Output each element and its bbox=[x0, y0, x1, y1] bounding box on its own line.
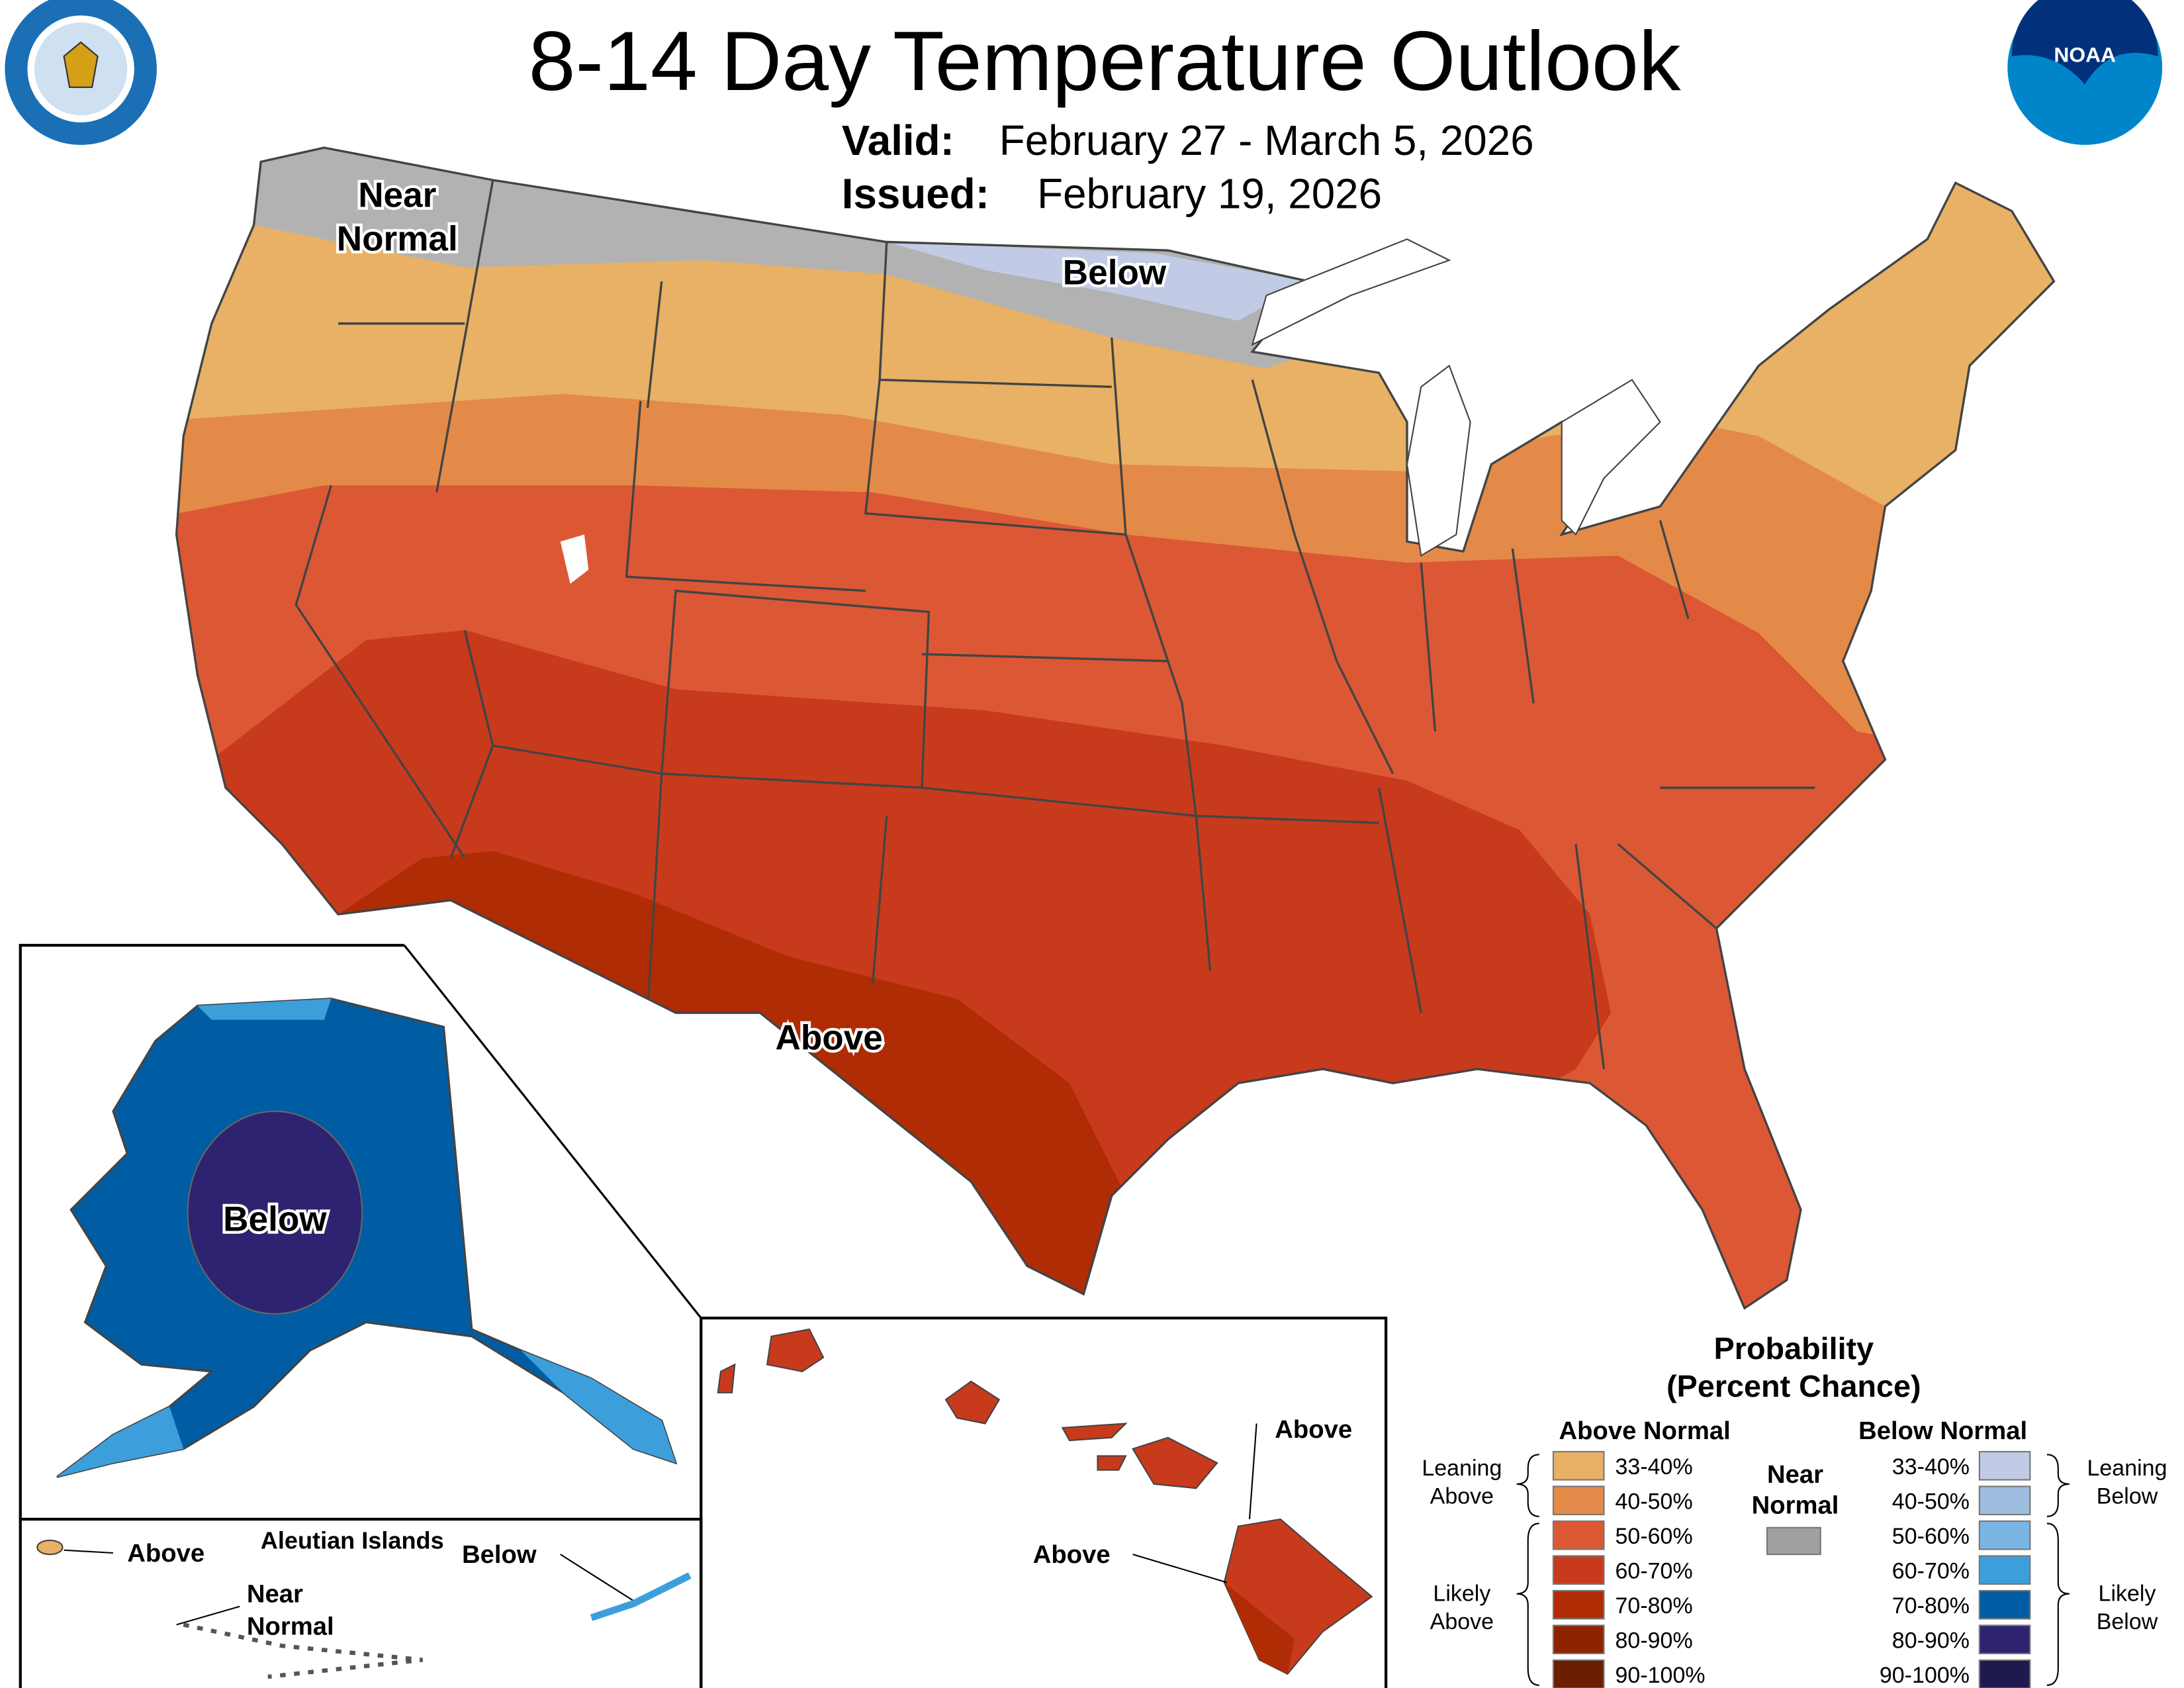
legend-below-swatch bbox=[1978, 1624, 2031, 1654]
legend-below-items: 33-40% 40-50% 50-60% 60-70% 70-80% 80-90% 90-1… bbox=[1880, 1450, 2031, 1688]
legend-below-range: 33-40% bbox=[1892, 1454, 1970, 1479]
page-title: 8-14 Day Temperature Outlook bbox=[529, 15, 1681, 109]
legend-above-swatch bbox=[1552, 1555, 1605, 1585]
legend-leaning-below-2: Below bbox=[2097, 1484, 2158, 1509]
legend-title-2: (Percent Chance) bbox=[1666, 1369, 1921, 1403]
legend-below-swatch bbox=[1978, 1450, 2031, 1481]
label-alaska-below: Below bbox=[223, 1199, 327, 1239]
aleutian-inset: Aleutian Islands Above Near Normal Below bbox=[19, 1517, 703, 1688]
legend-below-range: 80-90% bbox=[1892, 1628, 1970, 1653]
legend-title-1: Probability bbox=[1714, 1331, 1874, 1366]
noaa-logo: NOAA bbox=[2007, 0, 2163, 145]
aleutian-near-2: Normal bbox=[247, 1612, 334, 1640]
issued-date: February 19, 2026 bbox=[1037, 170, 1382, 218]
issued-label: Issued: bbox=[842, 170, 989, 218]
legend-below-range: 90-100% bbox=[1880, 1663, 1970, 1688]
legend-likely-below-1: Likely bbox=[2099, 1581, 2156, 1606]
legend-below-header: Below Normal bbox=[1858, 1417, 2027, 1445]
legend: Probability (Percent Chance) Above Norma… bbox=[1422, 1331, 2167, 1688]
legend-above-range: 40-50% bbox=[1615, 1489, 1693, 1514]
legend-below-swatch bbox=[1978, 1555, 2031, 1585]
legend-above-items: 33-40% 40-50% 50-60% 60-70% 70-80% 80-90% 90-1… bbox=[1552, 1450, 1706, 1688]
label-near-normal-2: Normal bbox=[337, 219, 458, 258]
aleutian-near-1: Near bbox=[247, 1579, 303, 1608]
commerce-seal-logo bbox=[2, 0, 160, 148]
legend-below-swatch bbox=[1978, 1589, 2031, 1620]
legend-leaning-above-2: Above bbox=[1430, 1484, 1494, 1509]
legend-above-swatch bbox=[1552, 1520, 1605, 1550]
label-above: Above bbox=[775, 1018, 882, 1057]
lake-superior bbox=[1251, 238, 1451, 346]
lake-michigan bbox=[1406, 364, 1471, 557]
alaska-inset: Below bbox=[19, 943, 702, 1519]
hawaii-inset: Above Above bbox=[700, 1317, 1388, 1688]
legend-leaning-above-1: Leaning bbox=[1422, 1456, 1502, 1481]
legend-above-swatch bbox=[1552, 1624, 1605, 1654]
valid-label: Valid: bbox=[842, 117, 954, 164]
aleutian-above: Above bbox=[127, 1539, 205, 1568]
legend-below-range: 60-70% bbox=[1892, 1558, 1970, 1583]
conus-outline bbox=[175, 146, 2056, 1310]
legend-likely-above-1: Likely bbox=[1433, 1581, 1490, 1606]
legend-near-1: Near bbox=[1767, 1460, 1823, 1489]
hawaii-above-2: Above bbox=[1033, 1540, 1111, 1569]
lake-huron bbox=[1561, 379, 1661, 536]
legend-near-swatch bbox=[1766, 1526, 1821, 1556]
label-near-normal-1: Near bbox=[358, 175, 436, 214]
aleutian-title: Aleutian Islands bbox=[261, 1527, 444, 1554]
legend-below-swatch bbox=[1978, 1485, 2031, 1516]
legend-above-range: 50-60% bbox=[1615, 1524, 1693, 1549]
legend-below-swatch bbox=[1978, 1659, 2031, 1688]
aleutian-below: Below bbox=[462, 1540, 537, 1569]
legend-below-range: 40-50% bbox=[1892, 1489, 1970, 1514]
legend-above-range: 33-40% bbox=[1615, 1454, 1693, 1479]
legend-likely-below-2: Below bbox=[2097, 1609, 2158, 1634]
legend-above-range: 80-90% bbox=[1615, 1628, 1693, 1653]
legend-above-range: 70-80% bbox=[1615, 1593, 1693, 1618]
legend-above-swatch bbox=[1552, 1589, 1605, 1620]
legend-above-swatch bbox=[1552, 1485, 1605, 1516]
valid-dates: February 27 - March 5, 2026 bbox=[999, 117, 1534, 164]
legend-above-header: Above Normal bbox=[1559, 1417, 1730, 1445]
state-borders bbox=[295, 179, 1815, 1070]
legend-above-range: 90-100% bbox=[1615, 1663, 1706, 1688]
legend-above-swatch bbox=[1552, 1659, 1605, 1688]
legend-below-range: 50-60% bbox=[1892, 1524, 1970, 1549]
great-salt-lake bbox=[560, 534, 589, 584]
label-below: Below bbox=[1063, 253, 1167, 292]
legend-below-swatch bbox=[1978, 1520, 2031, 1550]
legend-likely-above-2: Above bbox=[1430, 1609, 1494, 1634]
legend-above-range: 60-70% bbox=[1615, 1558, 1693, 1583]
legend-below-range: 70-80% bbox=[1892, 1593, 1970, 1618]
zone-below-33-40 bbox=[886, 242, 1309, 321]
hawaii-above-1: Above bbox=[1275, 1415, 1352, 1444]
legend-leaning-below-1: Leaning bbox=[2087, 1456, 2167, 1481]
legend-near-2: Normal bbox=[1752, 1491, 1839, 1520]
legend-above-swatch bbox=[1552, 1450, 1605, 1481]
noaa-logo-text: NOAA bbox=[2054, 43, 2116, 67]
